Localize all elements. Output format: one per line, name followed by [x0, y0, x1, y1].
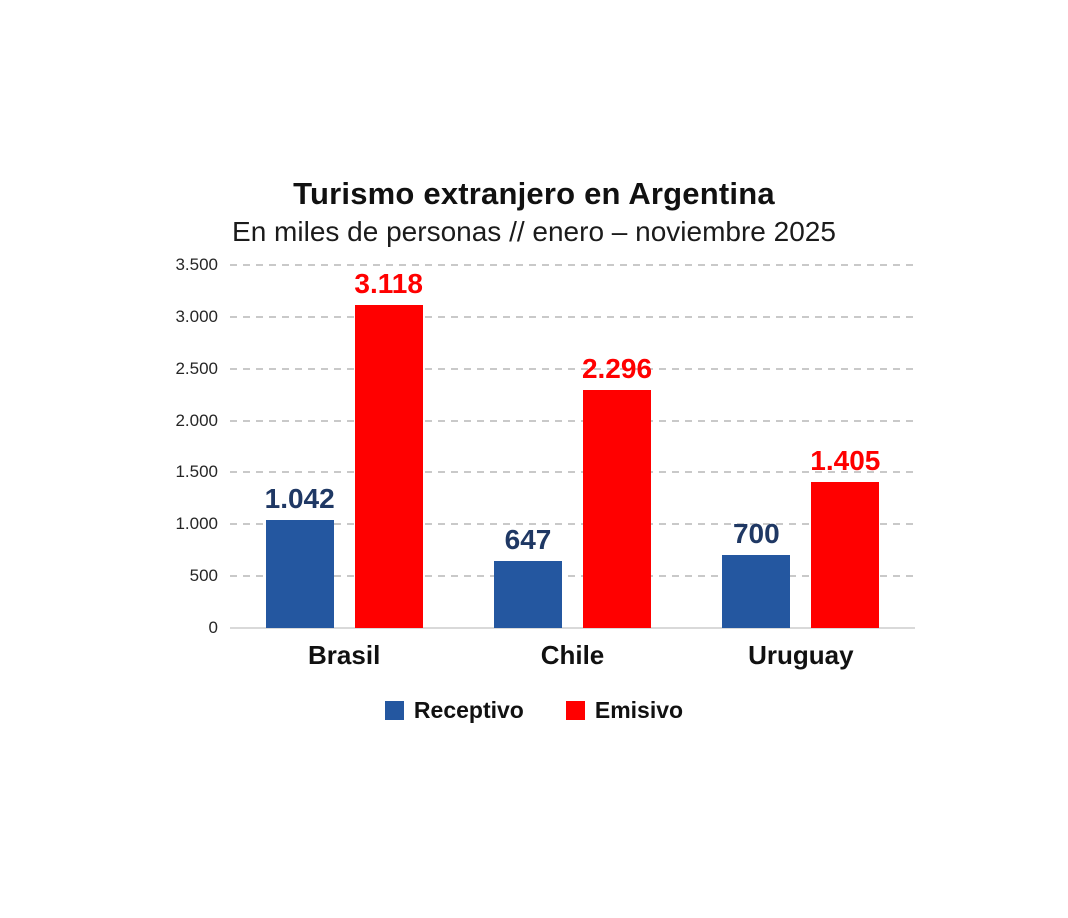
legend-label: Receptivo	[413, 697, 524, 723]
bar-column: 647	[493, 524, 562, 628]
bar-column: 700	[722, 518, 791, 628]
bar-column: 3.118	[354, 268, 423, 628]
y-tick-label: 1.000	[175, 514, 218, 534]
value-label: 647	[504, 523, 552, 555]
gridline	[230, 575, 915, 578]
value-label: 1.042	[264, 482, 335, 514]
bar-receptivo-uruguay	[722, 555, 791, 628]
y-tick-label: 1.500	[175, 462, 218, 482]
bar-column: 1.405	[810, 445, 880, 628]
legend-item-receptivo: Receptivo	[384, 697, 524, 724]
gridline	[230, 523, 915, 526]
bar-emisivo-uruguay	[811, 482, 880, 628]
bar-emisivo-brasil	[354, 304, 423, 628]
legend: Receptivo Emisivo	[0, 697, 1068, 724]
y-tick-label: 2.500	[175, 358, 218, 378]
bar-column: 1.042	[265, 483, 335, 628]
y-tick-label: 2.000	[175, 410, 218, 430]
gridline	[230, 471, 915, 474]
value-label: 3.118	[354, 267, 423, 299]
plot-area: 1.042 3.118 647 2.296 700 1.405	[230, 264, 915, 629]
gridline	[230, 367, 915, 370]
value-label: 2.296	[581, 352, 653, 384]
bar-column: 2.296	[582, 353, 652, 628]
bar-emisivo-chile	[582, 389, 651, 628]
y-tick-label: 500	[189, 566, 218, 586]
x-axis-category-labels: Brasil Chile Uruguay	[230, 640, 915, 671]
value-label: 700	[732, 518, 780, 550]
value-label: 1.405	[810, 445, 881, 477]
legend-swatch-icon	[384, 701, 404, 720]
chart-subtitle: En miles de personas // enero – noviembr…	[232, 216, 836, 247]
legend-label: Emisivo	[594, 697, 684, 723]
category-label-uruguay: Uruguay	[748, 640, 854, 670]
legend-swatch-icon	[565, 701, 585, 720]
y-tick-label: 3.000	[175, 306, 218, 326]
category-label-brasil: Brasil	[308, 640, 381, 670]
y-axis-tick-labels: 3.500 3.000 2.500 2.000 1.500 1.000 500 0	[120, 255, 218, 637]
legend-item-emisivo: Emisivo	[565, 697, 684, 724]
bar-receptivo-brasil	[265, 519, 334, 628]
y-tick-label: 3.500	[175, 255, 218, 274]
bar-group-uruguay: 700 1.405	[687, 265, 915, 628]
chart-title: Turismo extranjero en Argentina	[293, 176, 775, 211]
gridline	[230, 419, 915, 422]
gridline	[230, 315, 915, 318]
y-tick-label: 0	[208, 618, 218, 637]
bar-receptivo-chile	[493, 560, 562, 628]
category-label-chile: Chile	[540, 640, 605, 670]
bar-groups: 1.042 3.118 647 2.296 700 1.405	[230, 265, 915, 628]
gridline	[230, 264, 915, 266]
x-axis-baseline	[230, 627, 915, 629]
bar-group-brasil: 1.042 3.118	[230, 265, 458, 628]
bar-group-chile: 647 2.296	[458, 265, 686, 628]
